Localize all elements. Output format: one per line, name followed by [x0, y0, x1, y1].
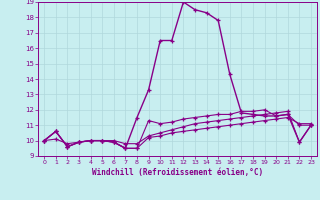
- X-axis label: Windchill (Refroidissement éolien,°C): Windchill (Refroidissement éolien,°C): [92, 168, 263, 177]
